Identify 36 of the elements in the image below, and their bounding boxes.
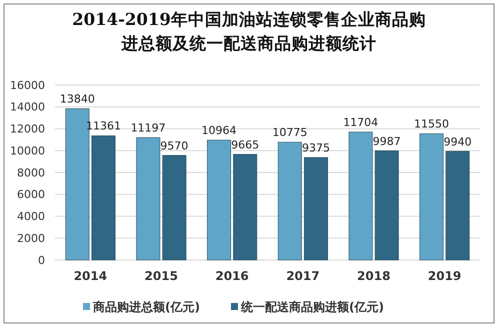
x-tick-label: 2015 bbox=[144, 269, 178, 283]
y-tick-label: 6000 bbox=[17, 188, 45, 202]
x-tick-label: 2019 bbox=[428, 269, 462, 283]
data-label: 11704 bbox=[343, 116, 378, 129]
data-label: 9987 bbox=[372, 134, 401, 148]
data-label: 9375 bbox=[302, 141, 330, 154]
bar bbox=[446, 151, 470, 260]
data-label: 13840 bbox=[60, 92, 95, 106]
data-label: 11550 bbox=[414, 118, 450, 131]
y-tick-label: 10000 bbox=[10, 144, 45, 158]
bar bbox=[278, 142, 302, 260]
y-tick-label: 0 bbox=[38, 254, 45, 267]
legend-label: 统一配送商品购进额(亿元) bbox=[240, 300, 384, 314]
x-tick-label: 2017 bbox=[286, 269, 320, 283]
data-label: 10775 bbox=[272, 126, 308, 140]
data-label: 9665 bbox=[231, 138, 260, 152]
x-tick-label: 2014 bbox=[74, 269, 108, 283]
data-label: 9940 bbox=[444, 135, 472, 148]
x-tick-label: 2018 bbox=[357, 269, 390, 283]
y-tick-label: 8000 bbox=[17, 166, 45, 180]
y-tick-label: 16000 bbox=[10, 78, 45, 92]
bar bbox=[207, 140, 232, 260]
y-tick-label: 2000 bbox=[17, 232, 45, 245]
bar bbox=[91, 135, 116, 260]
legend-label: 商品购进总额(亿元) bbox=[92, 300, 200, 314]
bar bbox=[304, 157, 328, 260]
data-label: 9570 bbox=[160, 139, 188, 152]
bar bbox=[420, 133, 444, 260]
data-label: 10964 bbox=[202, 124, 237, 138]
chart-title: 2014-2019年中国加油站连锁零售企业商品购进总额及统一配送商品购进额统计 bbox=[72, 10, 426, 53]
y-tick-label: 14000 bbox=[10, 100, 45, 114]
y-tick-label: 12000 bbox=[10, 122, 45, 136]
x-tick-label: 2016 bbox=[215, 269, 249, 283]
y-tick-label: 4000 bbox=[17, 210, 45, 224]
bar bbox=[233, 154, 258, 260]
data-label: 11197 bbox=[130, 122, 166, 135]
